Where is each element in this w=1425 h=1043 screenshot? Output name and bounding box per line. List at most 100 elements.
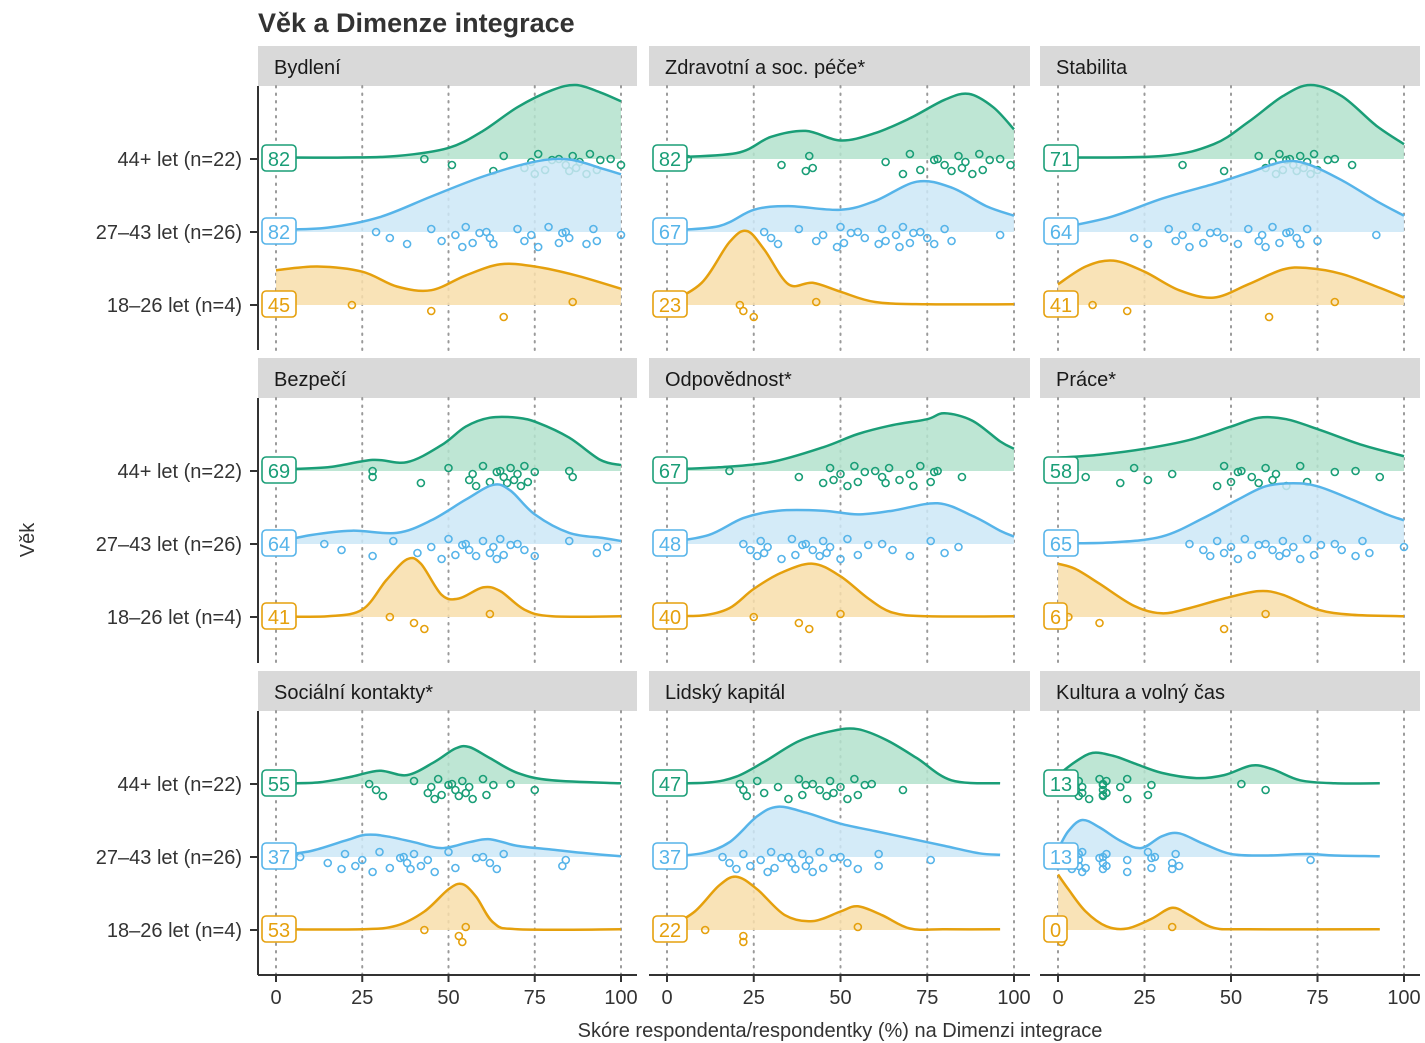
data-point-g44 (1129, 463, 1139, 473)
data-point-g27 (602, 542, 612, 552)
density-line-g18 (666, 562, 1015, 618)
density-area-g27 (1058, 160, 1404, 232)
data-point-g44 (464, 782, 474, 792)
data-point-g44 (371, 785, 381, 795)
data-point-g27 (1330, 539, 1340, 549)
panel-strip (649, 358, 1030, 398)
data-point-g44 (933, 154, 942, 164)
median-box-g18 (261, 915, 297, 943)
data-point-g27 (766, 847, 776, 857)
x-tick-label: 25 (351, 987, 373, 1009)
data-point-g44 (523, 477, 533, 487)
median-label-g44: 82 (659, 149, 681, 171)
data-point-g27 (825, 542, 835, 552)
data-point-g44 (995, 154, 1005, 164)
data-point-g27 (1185, 539, 1194, 549)
data-point-g27 (739, 849, 748, 859)
data-point-g44 (798, 790, 807, 800)
median-box-g44 (261, 456, 297, 484)
median-label-g18: 53 (268, 920, 290, 942)
data-point-g44 (829, 475, 838, 485)
density-line-g44 (666, 92, 1015, 159)
density-line-g18 (275, 882, 622, 932)
data-point-g18 (420, 925, 429, 935)
data-point-g27 (853, 227, 863, 237)
panel-1: Bydlení 82 44+ let (n=22) 82 27–43 let (n=26… (96, 46, 637, 351)
data-point-g27 (808, 545, 818, 555)
data-point-g44 (1006, 160, 1015, 170)
median-box-g27 (261, 529, 297, 557)
panel-8: Lidský kapitál 47 37 22 0 25 50 75 100 (649, 671, 1031, 1009)
x-tick-label: 50 (437, 987, 459, 1009)
data-point-g44 (1212, 481, 1222, 491)
density-area-g18 (1058, 260, 1404, 305)
data-point-g27 (860, 233, 870, 243)
data-point-g27 (1122, 855, 1132, 865)
median-box-g44 (261, 144, 297, 172)
data-point-g27 (1171, 236, 1180, 246)
data-point-g27 (853, 864, 863, 874)
data-point-g44 (808, 779, 818, 789)
median-box-g18 (261, 290, 297, 318)
data-point-g27 (836, 222, 845, 232)
data-point-g44 (784, 794, 793, 804)
density-line-g27 (1057, 159, 1405, 230)
data-point-g27 (836, 554, 845, 564)
data-point-g27 (874, 849, 883, 859)
data-point-g27 (877, 224, 887, 234)
data-point-g44 (815, 785, 824, 795)
density-area-g44 (276, 416, 621, 471)
data-point-g27 (881, 236, 890, 246)
median-label-g18: 41 (268, 607, 290, 629)
median-label-g27: 48 (659, 534, 681, 556)
data-point-g44 (1102, 788, 1111, 798)
data-point-g27 (832, 242, 842, 252)
median-label-g18: 6 (1050, 607, 1061, 629)
median-box-g27 (1043, 842, 1079, 870)
data-point-g27 (409, 849, 419, 859)
density-area-g18 (667, 563, 1014, 617)
median-label-g18: 45 (268, 295, 290, 317)
median-label-g27: 13 (1050, 847, 1072, 869)
data-point-g27 (1257, 230, 1267, 240)
median-box-g18 (652, 290, 688, 318)
data-point-g27 (1178, 230, 1187, 240)
density-line-g18 (275, 262, 622, 293)
median-label-g44: 55 (268, 774, 290, 796)
data-point-g27 (874, 239, 883, 249)
panel-title: Bezpečí (274, 369, 347, 391)
median-box-g44 (1043, 456, 1079, 484)
data-point-g27 (1212, 227, 1222, 237)
data-point-g27 (323, 858, 333, 868)
data-point-g27 (745, 861, 755, 871)
median-label-g27: 64 (268, 534, 290, 556)
data-point-g44 (1102, 776, 1111, 786)
data-point-g27 (777, 554, 786, 564)
density-area-g27 (1058, 483, 1404, 544)
x-tick-label: 0 (270, 987, 281, 1009)
data-point-g44 (909, 481, 918, 491)
data-point-g44 (933, 466, 942, 476)
panel-title: Zdravotní a soc. péče* (665, 57, 865, 79)
data-point-g27 (1244, 224, 1253, 234)
density-area-g18 (667, 876, 1001, 930)
data-point-g27 (940, 224, 949, 234)
data-point-g44 (794, 472, 804, 482)
panel-title: Sociální kontakty* (274, 682, 433, 704)
data-point-g27 (1143, 239, 1153, 249)
panel-5: Odpovědnost* 67 48 40 (649, 358, 1030, 664)
data-point-g27 (891, 230, 901, 240)
x-tick-label: 100 (997, 987, 1030, 1009)
density-area-g27 (276, 158, 621, 232)
data-point-g27 (739, 539, 748, 549)
panel-3: Stabilita 71 64 41 (1040, 46, 1420, 351)
data-point-g18 (457, 937, 467, 947)
data-point-g44 (818, 478, 828, 488)
data-point-g27 (811, 236, 821, 246)
data-point-g44 (881, 478, 890, 488)
data-point-g27 (752, 551, 762, 561)
data-point-g18 (568, 297, 578, 307)
data-point-g27 (770, 863, 779, 873)
data-point-g27 (1247, 550, 1257, 560)
data-point-g27 (759, 227, 769, 237)
